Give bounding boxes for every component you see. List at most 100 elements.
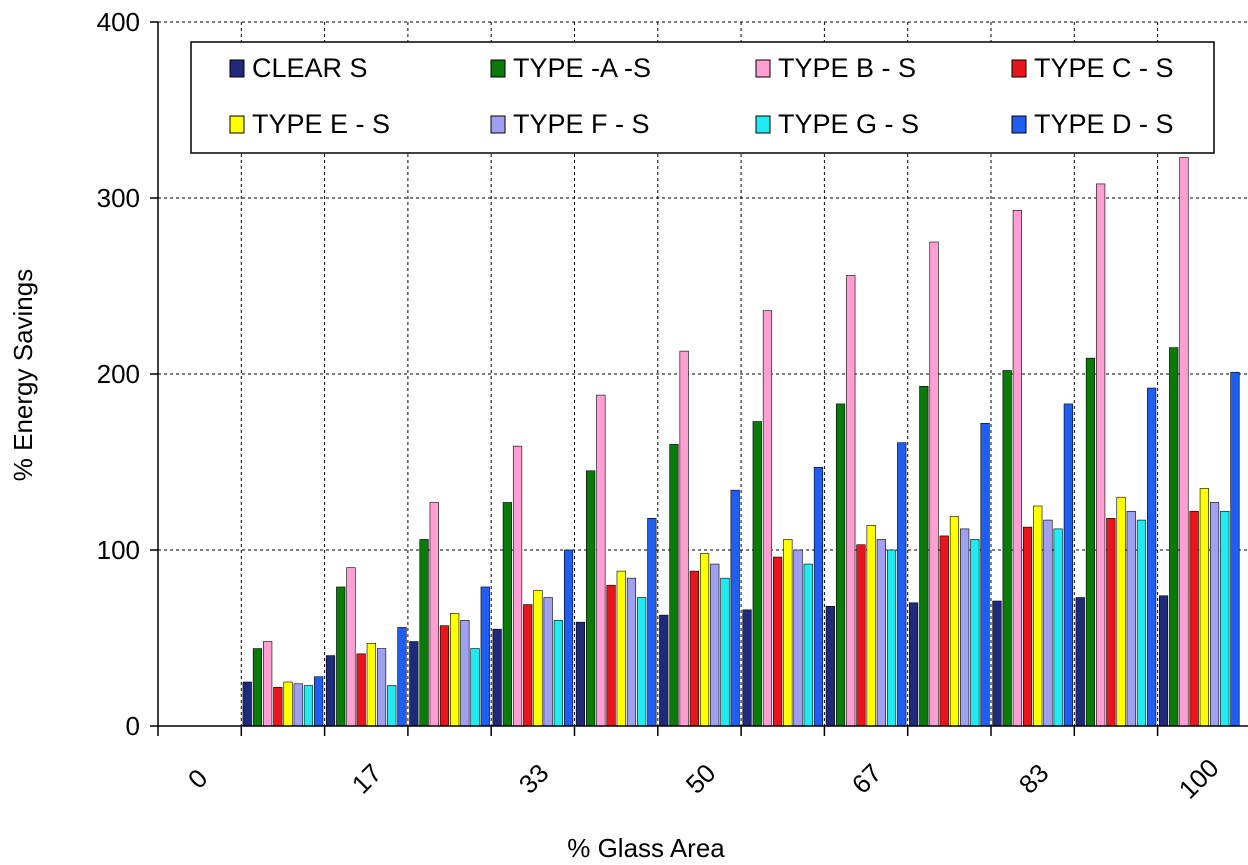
- bar: [669, 444, 679, 727]
- legend-swatch: [755, 115, 771, 134]
- bar: [1230, 371, 1240, 727]
- bar: [1189, 510, 1199, 727]
- bar: [886, 549, 897, 727]
- bar: [773, 556, 783, 727]
- bar: [1002, 370, 1012, 727]
- bar: [939, 535, 949, 727]
- bar: [303, 685, 314, 727]
- bar: [1053, 528, 1063, 727]
- x-tick-label: 50: [680, 758, 722, 800]
- bar: [263, 641, 273, 727]
- bar: [783, 539, 793, 727]
- bar: [980, 422, 990, 727]
- bar: [492, 628, 502, 727]
- bar: [960, 528, 970, 727]
- x-tick-label: 33: [513, 758, 555, 800]
- bar: [1085, 357, 1096, 727]
- bar: [876, 539, 886, 727]
- y-tick-label: 400: [97, 7, 140, 37]
- bar: [626, 577, 637, 727]
- bar: [803, 563, 813, 727]
- x-tick-label: 83: [1013, 758, 1055, 800]
- bar: [470, 648, 480, 727]
- bar: [283, 681, 293, 727]
- bar: [1116, 496, 1126, 727]
- bar: [242, 681, 252, 727]
- bar: [419, 539, 429, 727]
- legend-swatch: [1011, 59, 1027, 78]
- bar: [586, 470, 596, 727]
- bar: [325, 655, 336, 727]
- legend-box: [190, 41, 1215, 154]
- x-tick-label: 17: [346, 758, 388, 800]
- bar: [387, 685, 397, 727]
- bar: [346, 567, 356, 727]
- bar: [252, 648, 263, 727]
- bar: [575, 621, 586, 727]
- bar: [699, 553, 710, 727]
- legend-swatch: [229, 115, 245, 134]
- y-tick-label: 0: [126, 711, 140, 741]
- bar: [1169, 347, 1179, 727]
- bar: [450, 613, 460, 727]
- bar: [480, 586, 490, 727]
- bar: [1063, 403, 1073, 727]
- bar: [949, 516, 960, 727]
- bar: [366, 642, 376, 727]
- bar: [929, 241, 939, 727]
- bar: [460, 620, 470, 727]
- bar: [429, 502, 439, 727]
- bar: [1033, 505, 1043, 727]
- bar: [1106, 518, 1116, 727]
- bar: [825, 606, 835, 727]
- bar: [1012, 210, 1022, 727]
- bar: [835, 403, 846, 727]
- legend-label: TYPE -A -S: [513, 53, 651, 83]
- legend-label: TYPE F - S: [513, 109, 650, 139]
- legend-swatch: [490, 115, 506, 134]
- bar: [397, 627, 407, 727]
- bar: [659, 614, 669, 727]
- legend-label: TYPE B - S: [778, 53, 916, 83]
- x-tick-label: 67: [846, 758, 888, 800]
- bar: [512, 445, 523, 727]
- bar: [897, 442, 907, 727]
- y-tick-label: 300: [97, 183, 140, 213]
- y-axis-title: % Energy Savings: [8, 269, 38, 481]
- x-tick-label: 0: [182, 763, 213, 794]
- bar: [1199, 488, 1209, 727]
- legend: CLEAR S TYPE -A -S TYPE B - S TYPE C - S TYP…: [190, 41, 1215, 154]
- bar: [679, 350, 689, 727]
- bar: [970, 539, 980, 727]
- bar: [919, 386, 929, 727]
- bar: [1147, 387, 1157, 727]
- x-tick-label: 100: [1173, 753, 1225, 805]
- bar: [1126, 510, 1136, 727]
- legend-label: TYPE G - S: [778, 109, 919, 139]
- bar: [992, 600, 1002, 727]
- bar: [596, 394, 606, 727]
- legend-label: TYPE E - S: [252, 109, 390, 139]
- bar: [1043, 519, 1053, 727]
- bar: [1022, 526, 1033, 727]
- bar: [356, 653, 366, 727]
- bar: [710, 563, 720, 727]
- bar: [553, 620, 563, 727]
- bar: [1075, 597, 1085, 727]
- bar: [730, 489, 740, 727]
- legend-label: CLEAR S: [252, 53, 368, 83]
- legend-label: TYPE C - S: [1034, 53, 1174, 83]
- bar: [647, 518, 657, 727]
- bar: [314, 676, 324, 727]
- bar: [720, 577, 730, 727]
- bar: [637, 597, 647, 727]
- x-axis-title: % Glass Area: [567, 833, 725, 863]
- bar: [1179, 157, 1189, 727]
- bar: [1220, 510, 1230, 727]
- bar: [293, 683, 303, 727]
- bar: [866, 525, 876, 727]
- x-tick-labels: 0 17 33 50 67 83 100: [182, 753, 1225, 805]
- bar: [1158, 595, 1169, 727]
- bar: [752, 421, 762, 727]
